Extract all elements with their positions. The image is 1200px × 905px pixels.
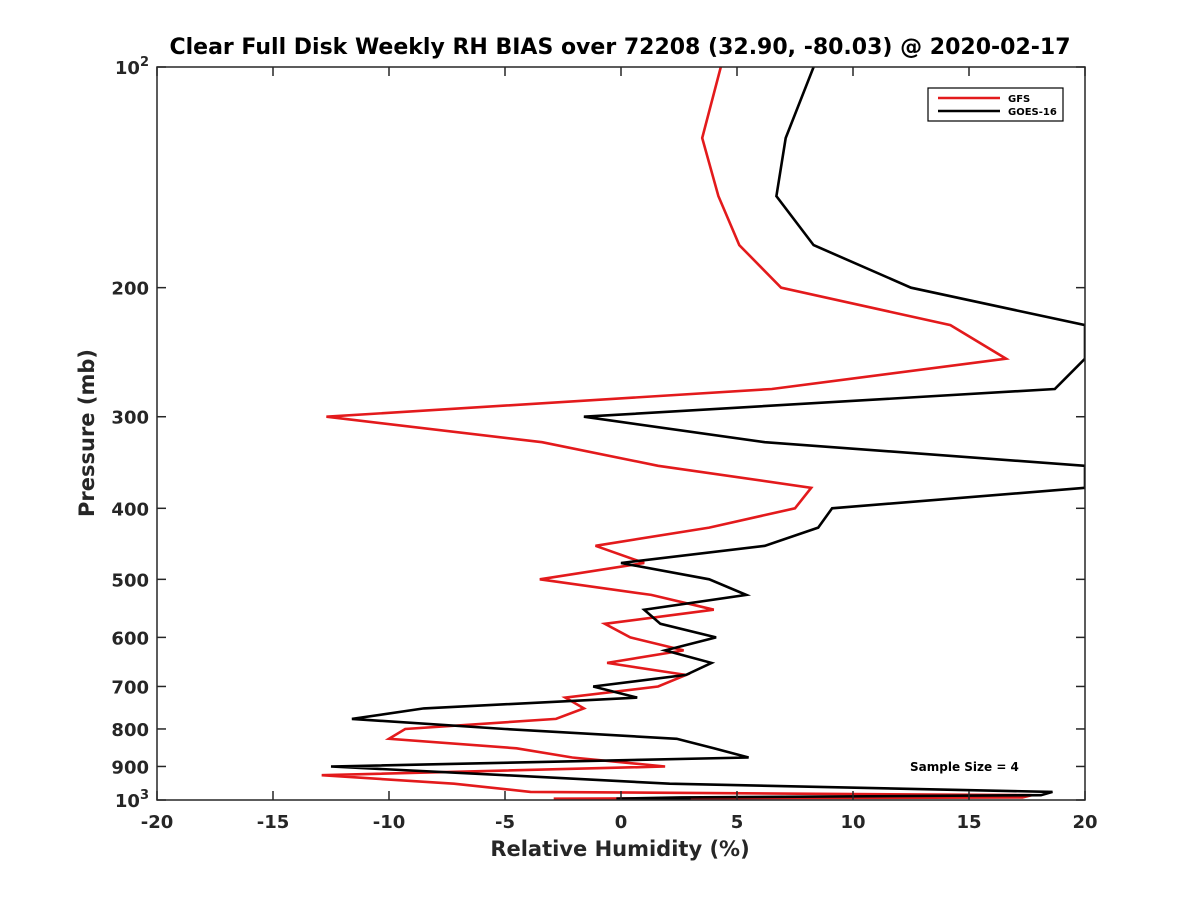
annotations: Sample Size = 4 [910, 760, 1019, 774]
series-layer [321, 67, 1085, 800]
y-tick-label: 300 [111, 408, 149, 429]
series-line-gfs [321, 67, 1032, 800]
y-tick-label: 500 [111, 570, 149, 591]
chart-title: Clear Full Disk Weekly RH BIAS over 7220… [169, 35, 1070, 60]
x-tick-label: 5 [731, 812, 744, 833]
y-axis-label: Pressure (mb) [75, 349, 99, 517]
y-tick-label: 900 [111, 757, 149, 778]
x-tick-label: 15 [956, 812, 981, 833]
y-tick-label: 800 [111, 720, 149, 741]
y-tick-label: 102 [115, 55, 149, 79]
x-tick-label: -15 [257, 812, 290, 833]
y-tick-label: 103 [115, 788, 149, 812]
y-tick-label: 600 [111, 628, 149, 649]
y-axis: 102 200 300 400 500 600 700 800 900 103 [111, 55, 1085, 812]
legend-label: GOES-16 [1008, 107, 1057, 118]
y-tick-label: 200 [111, 279, 149, 300]
legend-box [927, 87, 1064, 122]
x-axis: -20 -15 -10 -5 0 5 10 15 20 [141, 67, 1098, 833]
legend-label: GFS [1008, 94, 1030, 105]
legend: GFS GOES-16 [927, 87, 1064, 122]
x-tick-label: 10 [840, 812, 865, 833]
y-tick-label: 700 [111, 677, 149, 698]
x-tick-label: 20 [1072, 812, 1097, 833]
x-tick-label: -10 [373, 812, 406, 833]
y-tick-label: 400 [111, 499, 149, 520]
x-axis-label: Relative Humidity (%) [490, 837, 749, 861]
sample-size-annotation: Sample Size = 4 [910, 760, 1019, 774]
x-tick-label: -20 [141, 812, 174, 833]
x-tick-label: -5 [495, 812, 515, 833]
series-line-goes-16 [330, 67, 1085, 800]
x-tick-label: 0 [615, 812, 628, 833]
